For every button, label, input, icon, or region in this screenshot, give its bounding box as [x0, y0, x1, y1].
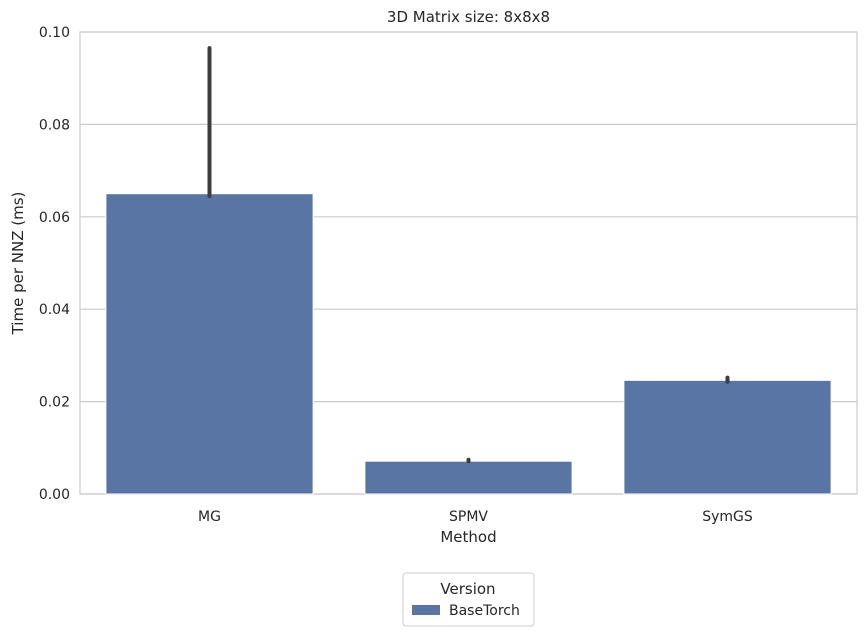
x-tick-label: MG	[198, 509, 221, 525]
bar-mg	[105, 193, 314, 495]
y-tick-labels: 0.00 0.02 0.04 0.06 0.08 0.10	[39, 25, 70, 503]
x-axis-label: Method	[440, 528, 496, 546]
legend-label: BaseTorch	[449, 603, 520, 619]
y-tick-label: 0.02	[39, 395, 70, 411]
y-tick-label: 0.10	[39, 25, 70, 41]
x-tick-label: SymGS	[702, 509, 753, 525]
bar-spmv	[364, 460, 573, 495]
y-axis-label: Time per NNZ (ms)	[9, 192, 27, 336]
y-tick-label: 0.04	[39, 302, 70, 318]
legend: Version BaseTorch	[402, 572, 535, 627]
y-tick-label: 0.06	[39, 210, 70, 226]
x-tick-labels: MG SPMV SymGS	[198, 509, 753, 525]
chart-title: 3D Matrix size: 8x8x8	[387, 8, 550, 26]
legend-title: Version	[440, 580, 495, 598]
bars	[105, 193, 832, 495]
y-tick-label: 0.08	[39, 117, 70, 133]
bar-symgs	[623, 379, 832, 495]
y-tick-label: 0.00	[39, 487, 70, 503]
x-tick-label: SPMV	[449, 509, 488, 525]
legend-swatch	[412, 605, 440, 615]
error-bars	[207, 46, 730, 464]
